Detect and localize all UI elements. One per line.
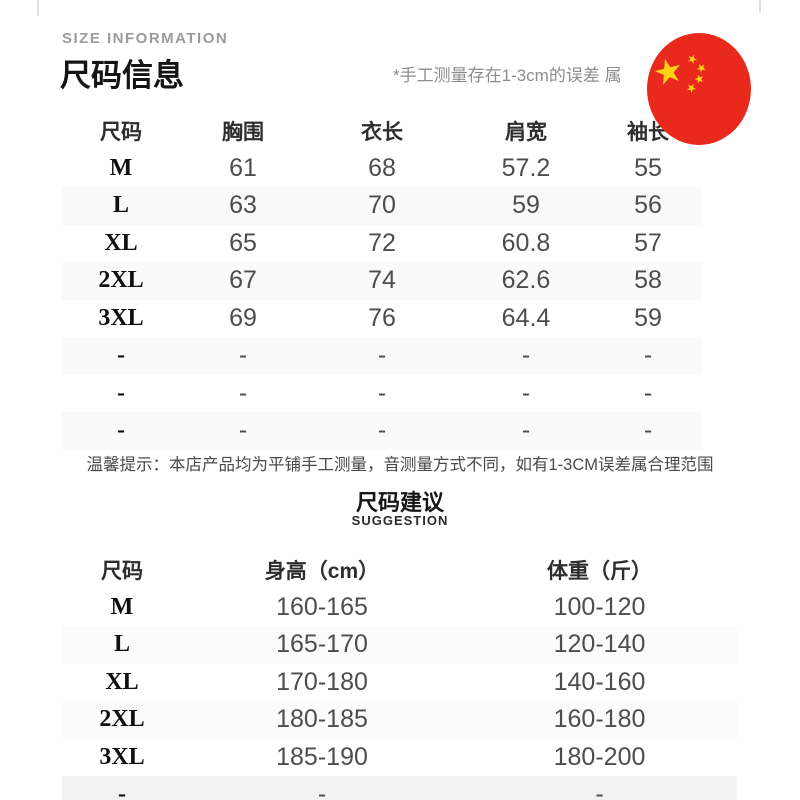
size-measurements-table: 尺码 胸围 衣长 肩宽 袖长 M 61 68 57.2 55 L 63 70 59 56 XL 65 72 60.… [62, 112, 702, 450]
measurement-value: 72 [368, 228, 396, 257]
measurement-value: 180-200 [553, 742, 646, 771]
china-flag-icon: ★ ★ ★ ★ ★ [647, 33, 751, 145]
measurement-value: 120-140 [553, 630, 646, 659]
column-header: 尺码 [100, 120, 142, 144]
measurement-value: 180-185 [276, 705, 368, 734]
table-row: 2XL 180-185 160-180 [62, 701, 737, 739]
size-label: - [117, 379, 125, 406]
measurement-value: - [521, 416, 531, 445]
measurement-value: 74 [368, 266, 396, 295]
measurement-value: 58 [634, 266, 662, 295]
page-title: 尺码信息 [60, 58, 184, 93]
measurement-value: 160-180 [553, 705, 646, 734]
measurement-value: 185-190 [276, 742, 368, 771]
size-suggestion-table: 尺码 身高（cm） 体重（斤） M 160-165 100-120 L 165-170 120… [62, 551, 737, 800]
measurement-value: 61 [229, 153, 257, 182]
table-row: L 165-170 120-140 [62, 626, 737, 664]
column-header: 体重（斤） [547, 559, 652, 583]
table-row: M 160-165 100-120 [62, 589, 737, 627]
size-label: M [110, 593, 134, 620]
artifact-tick-right [759, 0, 761, 13]
table-row: L 63 70 59 56 [62, 187, 702, 225]
size-label: L [112, 192, 129, 219]
suggestion-title: 尺码建议 [355, 490, 444, 515]
measurement-value: - [521, 378, 531, 407]
size-label: 3XL [99, 743, 145, 770]
measurement-value: 56 [634, 191, 662, 220]
table-row: --- [62, 776, 737, 800]
measurement-value: - [317, 780, 327, 800]
size-label: - [117, 417, 125, 444]
measurement-value: 100-120 [553, 592, 646, 621]
measurement-value: 62.6 [501, 266, 551, 295]
suggestion-subtitle: SUGGESTION [351, 513, 449, 528]
measurement-value: 67 [229, 266, 257, 295]
measurement-value: - [238, 416, 248, 445]
size-label: 2XL [99, 706, 145, 733]
measurement-value: 165-170 [276, 630, 368, 659]
measurement-value: - [377, 341, 387, 370]
measurement-value: - [643, 341, 653, 370]
flag-big-star-icon: ★ [648, 49, 688, 95]
size-label: - [118, 781, 126, 800]
artifact-tick-left [37, 0, 39, 16]
size-label: 3XL [98, 304, 144, 331]
measurement-value: - [238, 341, 248, 370]
measurement-value: - [377, 378, 387, 407]
table-row: 3XL 185-190 180-200 [62, 739, 737, 777]
table-row: 3XL 69 76 64.4 59 [62, 300, 702, 338]
measurement-value: 55 [634, 153, 662, 182]
measurement-value: 59 [512, 191, 540, 220]
size-label: XL [105, 668, 139, 695]
section-eyebrow: SIZE INFORMATION [62, 30, 229, 47]
table-row: ----- [62, 337, 702, 375]
table-row: ----- [62, 412, 702, 450]
table-row: M 61 68 57.2 55 [62, 150, 702, 188]
measurement-disclaimer: *手工测量存在1-3cm的误差 属 [393, 66, 622, 85]
size-table-header-row: 尺码 胸围 衣长 肩宽 袖长 [62, 112, 702, 150]
measurement-value: 59 [634, 303, 662, 332]
measurement-value: 60.8 [501, 228, 551, 257]
column-header: 尺码 [101, 559, 143, 583]
table-row: XL 170-180 140-160 [62, 664, 737, 702]
table-row: XL 65 72 60.8 57 [62, 225, 702, 263]
measurement-value: 64.4 [501, 303, 551, 332]
size-label: L [113, 631, 130, 658]
suggestion-table-header-row: 尺码 身高（cm） 体重（斤） [62, 551, 737, 589]
column-header: 胸围 [222, 120, 264, 144]
measurement-value: - [643, 378, 653, 407]
measurement-value: 63 [229, 191, 257, 220]
measurement-value: 170-180 [276, 667, 368, 696]
measurement-value: 65 [229, 228, 257, 257]
measurement-value: - [238, 378, 248, 407]
measurement-value: 69 [229, 303, 257, 332]
column-header: 肩宽 [505, 120, 547, 144]
measurement-value: 140-160 [553, 667, 646, 696]
size-label: XL [104, 229, 138, 256]
measurement-value: 70 [368, 191, 396, 220]
measurement-value: - [377, 416, 387, 445]
column-header: 身高（cm） [264, 559, 380, 583]
measurement-value: - [595, 780, 604, 800]
measurement-value: 160-165 [276, 592, 368, 621]
column-header: 衣长 [361, 120, 403, 144]
size-label: - [117, 342, 125, 369]
measurement-value: 57 [634, 228, 662, 257]
table-row: ----- [62, 375, 702, 413]
friendly-reminder-note: 温馨提示：本店产品均为平铺手工测量，音测量方式不同，如有1-3CM误差属合理范围 [86, 456, 714, 474]
measurement-value: 57.2 [501, 153, 551, 182]
measurement-value: - [643, 416, 653, 445]
size-label: 2XL [98, 267, 144, 294]
size-label: M [109, 154, 133, 181]
column-header: 袖长 [627, 120, 669, 144]
measurement-value: - [521, 341, 531, 370]
table-row: 2XL 67 74 62.6 58 [62, 262, 702, 300]
measurement-value: 68 [368, 153, 396, 182]
measurement-value: 76 [368, 303, 396, 332]
